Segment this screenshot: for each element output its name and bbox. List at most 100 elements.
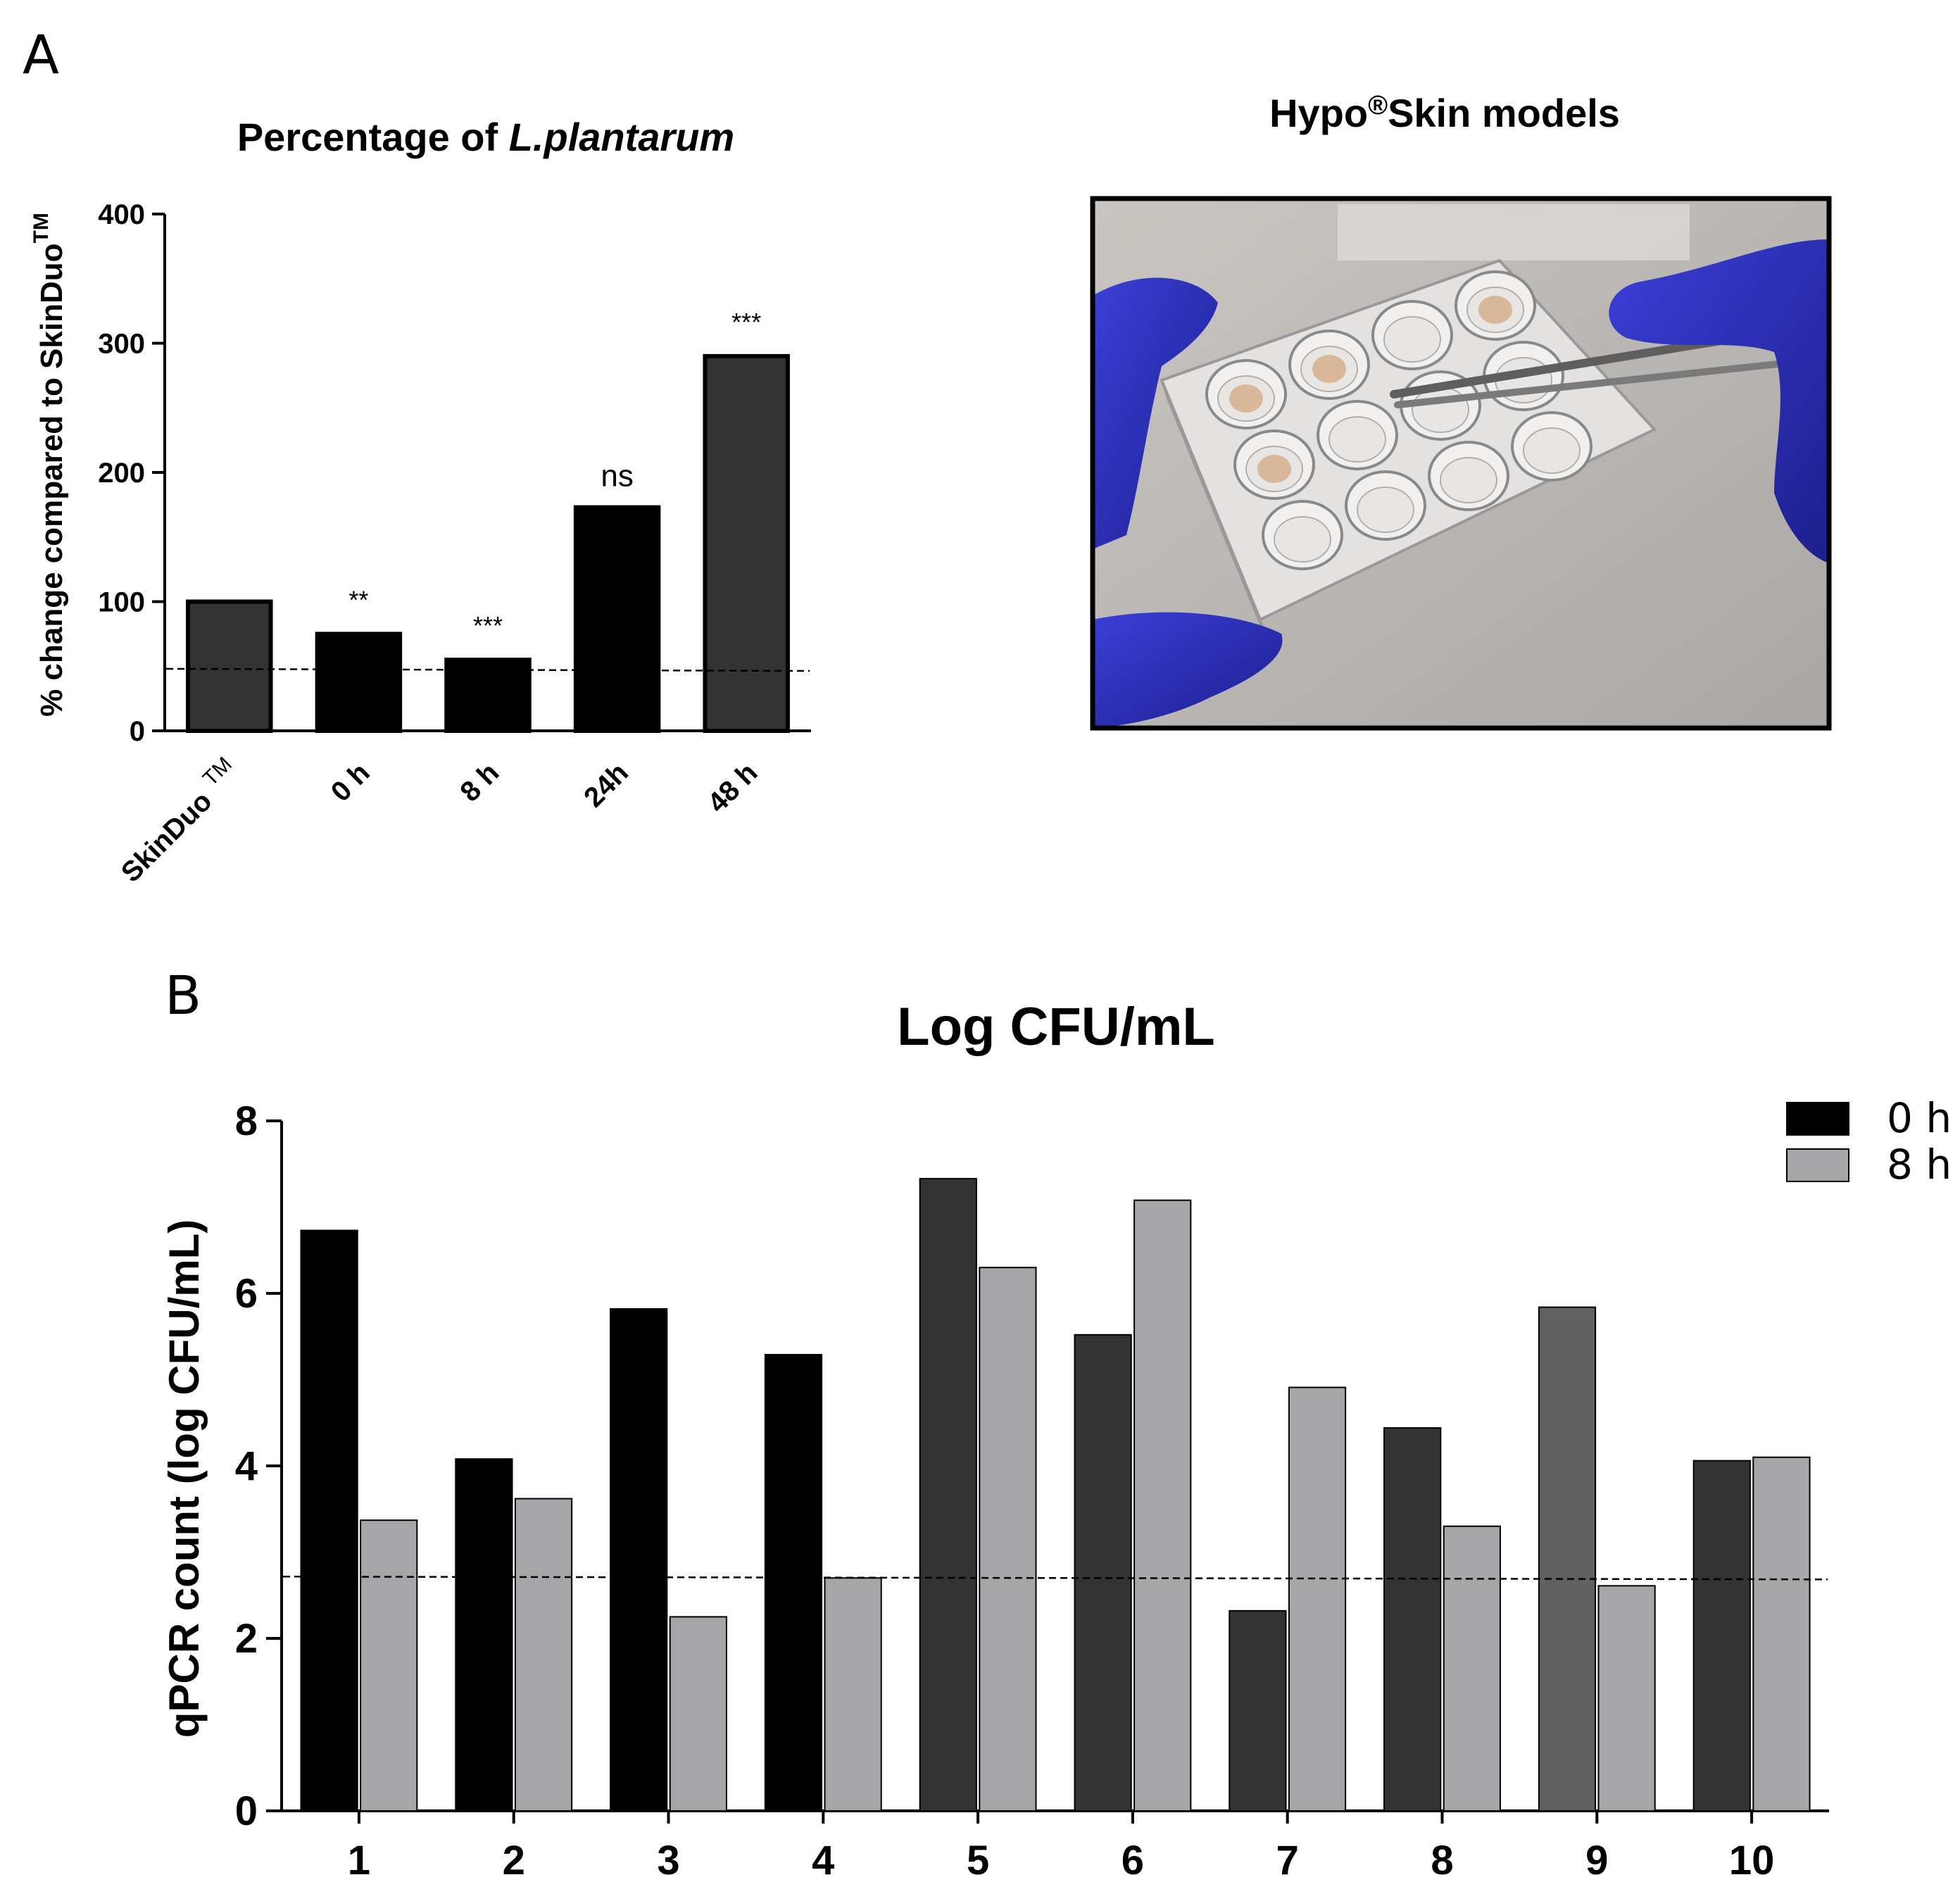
chart-b-bar bbox=[764, 1353, 823, 1812]
photo-panel: Hypo®Skin models bbox=[1090, 91, 1832, 731]
photo-title-prefix: Hypo bbox=[1269, 91, 1368, 135]
chart-a-x-tick-label-text: 8 h bbox=[454, 757, 505, 808]
chart-a-significance-label: *** bbox=[731, 308, 761, 337]
chart-b-legend-swatch bbox=[1786, 1148, 1849, 1182]
chart-b-x-tick-label: 9 bbox=[1585, 1838, 1608, 1883]
chart-b-bar bbox=[514, 1498, 573, 1812]
chart-a-y-tick-label: 200 bbox=[98, 458, 145, 489]
chart-a-threshold-line bbox=[165, 667, 810, 672]
chart-b-bar bbox=[1443, 1525, 1501, 1812]
chart-a-y-axis-title: % change compared to SkinDuoTM bbox=[30, 213, 69, 717]
chart-b-x-tick-label: 8 bbox=[1431, 1838, 1453, 1883]
chart-b-bar bbox=[824, 1577, 882, 1812]
chart-b-x-tick-label: 7 bbox=[1276, 1838, 1299, 1883]
chart-a-y-tick-label: 0 bbox=[130, 716, 145, 747]
chart-b-x-tick-label: 2 bbox=[503, 1838, 525, 1883]
chart-a-significance-label: ** bbox=[348, 585, 368, 614]
chart-a-bar bbox=[573, 505, 661, 733]
panel-b-label: B bbox=[165, 964, 201, 1027]
chart-b-x-tick-label: 4 bbox=[812, 1838, 834, 1883]
chart-b-legend-swatch bbox=[1786, 1102, 1849, 1136]
chart-b-legend-label: 0 h bbox=[1887, 1094, 1952, 1142]
panel-a-label: A bbox=[23, 23, 59, 86]
well-insert bbox=[1328, 416, 1386, 463]
chart-b-bar bbox=[919, 1178, 977, 1812]
well-insert bbox=[1274, 516, 1331, 563]
chart-a-x-tick-label: SkinDuoTM bbox=[111, 753, 246, 889]
well-insert bbox=[1440, 457, 1497, 503]
chart-b-bar bbox=[1383, 1427, 1442, 1812]
chart-a-title-prefix: Percentage of bbox=[237, 115, 509, 159]
chart-a-y-tick-label: 300 bbox=[98, 329, 145, 360]
skin-sample bbox=[1257, 455, 1291, 483]
well-insert bbox=[1383, 316, 1441, 363]
glove-right bbox=[1609, 239, 1829, 563]
chart-b: Log CFU/mL qPCR count (log CFU/mL) 0 h8 … bbox=[161, 997, 1952, 1883]
photo-image bbox=[1093, 199, 1829, 728]
photo-frame bbox=[1090, 196, 1832, 731]
chart-a-x-tick-label: 8 h bbox=[454, 757, 505, 808]
well-insert bbox=[1357, 487, 1414, 533]
chart-b-bar bbox=[610, 1308, 668, 1812]
chart-b-bar bbox=[1133, 1199, 1192, 1812]
chart-b-y-tick-label: 2 bbox=[235, 1616, 258, 1662]
chart-b-bar bbox=[1229, 1610, 1287, 1812]
chart-a-title: Percentage of L.plantarum bbox=[237, 115, 734, 159]
chart-b-y-axis-title: qPCR count (log CFU/mL) bbox=[161, 1219, 208, 1738]
chart-b-bar bbox=[1752, 1456, 1811, 1812]
glove-left bbox=[1093, 277, 1283, 728]
photo-title: Hypo®Skin models bbox=[1269, 91, 1620, 135]
chart-b-y-tick-label: 0 bbox=[235, 1788, 258, 1834]
chart-a-significance-label: *** bbox=[473, 611, 503, 640]
chart-b-bar bbox=[1074, 1334, 1132, 1812]
chart-a-x-tick-label: 48 h bbox=[702, 757, 764, 819]
chart-b-y-tick-label: 4 bbox=[235, 1443, 258, 1489]
chart-a-title-species: L.plantarum bbox=[509, 115, 734, 159]
chart-a-x-tick-label-text: 0 h bbox=[325, 757, 376, 808]
chart-b-title: Log CFU/mL bbox=[897, 997, 1215, 1057]
chart-a-significance-label: ns bbox=[601, 459, 633, 494]
well-grid bbox=[1205, 270, 1592, 570]
skin-sample bbox=[1312, 355, 1346, 383]
chart-b-bar bbox=[1288, 1386, 1347, 1812]
chart-a-bar bbox=[444, 658, 532, 734]
chart-b-threshold-line bbox=[282, 1576, 1828, 1581]
skin-sample bbox=[1478, 296, 1512, 324]
photo-title-suffix: Skin models bbox=[1388, 91, 1620, 135]
chart-b-bar bbox=[455, 1458, 513, 1812]
chart-b-bar bbox=[1538, 1306, 1597, 1812]
chart-a-bar bbox=[186, 599, 273, 733]
chart-b-bar bbox=[979, 1267, 1037, 1812]
chart-b-x-tick-label: 10 bbox=[1729, 1838, 1775, 1883]
chart-b-x-tick-label: 5 bbox=[967, 1838, 989, 1883]
chart-a-bar bbox=[703, 353, 790, 734]
chart-b-bar bbox=[360, 1519, 418, 1812]
chart-a-x-tick-label-sup: TM bbox=[199, 753, 237, 791]
chart-b-bar bbox=[1692, 1460, 1751, 1812]
well-insert bbox=[1523, 427, 1581, 474]
chart-a-y-tick-label: 400 bbox=[98, 199, 145, 230]
chart-a-x-tick-label: 24h bbox=[578, 757, 634, 813]
chart-b-bar bbox=[669, 1616, 727, 1812]
chart-a-x-tick-label-text: 24h bbox=[578, 757, 634, 813]
chart-a-x-tick-label-text: 48 h bbox=[702, 757, 764, 819]
skin-sample bbox=[1229, 384, 1263, 413]
chart-a: Percentage of L.plantarum % change compa… bbox=[30, 115, 811, 889]
photo-title-registered: ® bbox=[1368, 91, 1388, 120]
chart-b-x-tick-label: 3 bbox=[657, 1838, 679, 1883]
chart-b-y-tick-label: 6 bbox=[235, 1271, 258, 1317]
chart-a-x-tick-label: 0 h bbox=[325, 757, 376, 808]
chart-b-legend-label: 8 h bbox=[1887, 1141, 1952, 1188]
chart-b-bar bbox=[1597, 1585, 1656, 1812]
chart-b-y-tick-label: 8 bbox=[235, 1098, 258, 1144]
chart-a-y-axis-title-text: % change compared to SkinDuo bbox=[34, 243, 69, 716]
chart-a-bar bbox=[315, 632, 403, 733]
chart-a-y-axis-title-sup: TM bbox=[30, 213, 53, 243]
chart-b-bar bbox=[300, 1229, 358, 1812]
chart-b-legend: 0 h8 h bbox=[1786, 1094, 1952, 1188]
chart-a-y-tick-label: 100 bbox=[98, 587, 145, 618]
chart-a-x-tick-label-text: SkinDuo bbox=[115, 786, 218, 889]
chart-b-x-tick-label: 1 bbox=[348, 1838, 370, 1883]
chart-b-x-tick-label: 6 bbox=[1122, 1838, 1144, 1883]
